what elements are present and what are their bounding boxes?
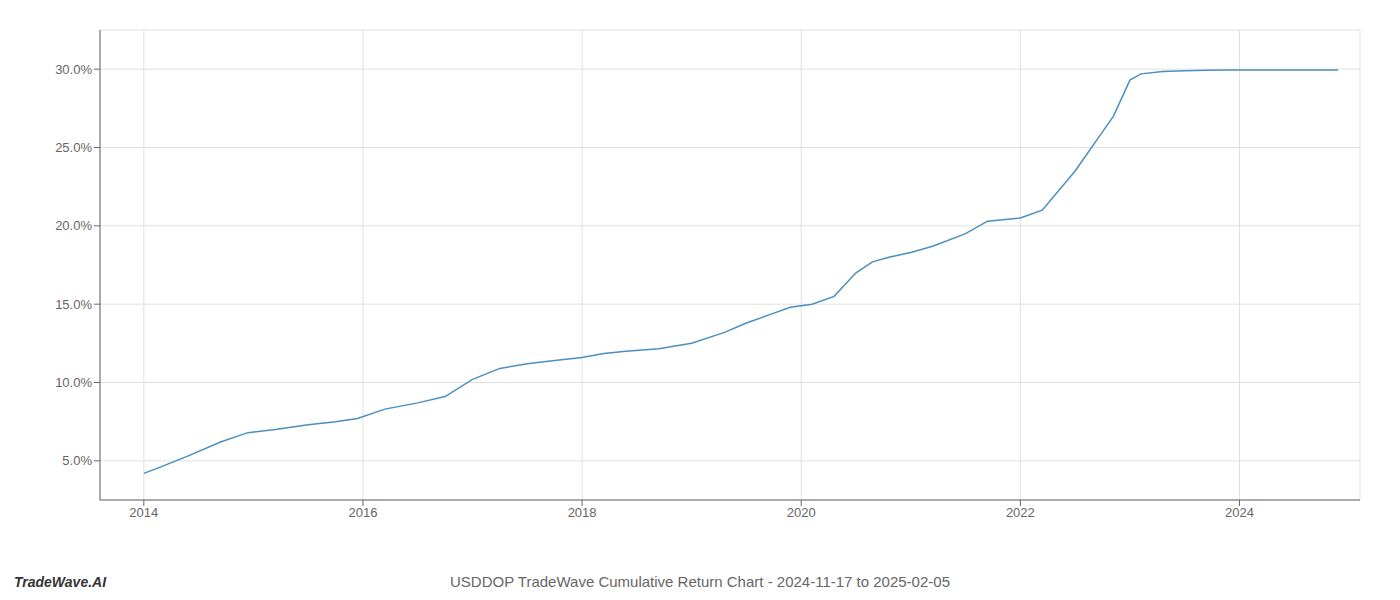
svg-text:30.0%: 30.0% (55, 62, 92, 77)
svg-text:2024: 2024 (1225, 505, 1254, 520)
svg-text:2022: 2022 (1006, 505, 1035, 520)
svg-text:20.0%: 20.0% (55, 218, 92, 233)
svg-text:2020: 2020 (787, 505, 816, 520)
html-text:USDDOP TradeWave Cumulative Re: USDDOP TradeWave Cumulative Return Chart… (450, 573, 950, 590)
svg-text:10.0%: 10.0% (55, 375, 92, 390)
svg-text:15.0%: 15.0% (55, 297, 92, 312)
svg-text:2016: 2016 (348, 505, 377, 520)
svg-text:25.0%: 25.0% (55, 140, 92, 155)
svg-text:2014: 2014 (129, 505, 158, 520)
svg-text:5.0%: 5.0% (62, 453, 92, 468)
html-text:TradeWave.AI: TradeWave.AI (14, 574, 107, 590)
svg-text:2018: 2018 (568, 505, 597, 520)
